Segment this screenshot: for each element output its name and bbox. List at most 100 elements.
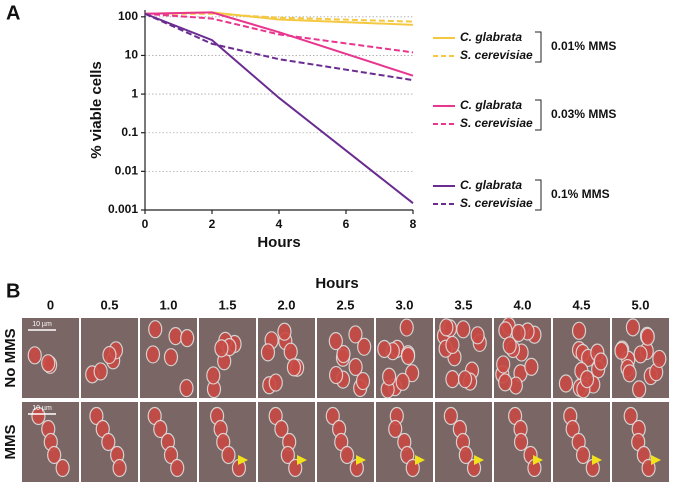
cell bbox=[55, 458, 70, 478]
timepoint-label: 2.0 bbox=[277, 297, 295, 312]
y-tick-label: 10 bbox=[125, 48, 139, 62]
legend-group-label: 0.01% MMS bbox=[551, 39, 616, 53]
panel-label: B bbox=[6, 280, 20, 302]
legend-label: S. cerevisiae bbox=[460, 48, 533, 62]
timepoint-label: 3.5 bbox=[454, 297, 472, 312]
cell bbox=[148, 320, 163, 339]
cell bbox=[502, 336, 517, 355]
row-label: No MMS bbox=[2, 328, 19, 387]
cell bbox=[280, 445, 295, 465]
arrowhead bbox=[238, 455, 248, 465]
timepoint-label: 0 bbox=[47, 297, 54, 312]
cell bbox=[640, 327, 655, 346]
cell bbox=[439, 318, 454, 337]
cell bbox=[348, 325, 363, 344]
panel-label: A bbox=[6, 2, 20, 24]
y-tick-label: 0.001 bbox=[108, 202, 138, 216]
arrowhead bbox=[651, 455, 661, 465]
legend-label: S. cerevisiae bbox=[460, 116, 533, 130]
legend-group-label: 0.1% MMS bbox=[551, 187, 610, 201]
cell bbox=[89, 406, 104, 426]
legend-label: C. glabrata bbox=[460, 178, 522, 192]
row-label: MMS bbox=[2, 425, 19, 460]
cell bbox=[633, 345, 648, 364]
scale-bar-label: 10 µm bbox=[32, 321, 52, 328]
timepoint-label: 5.0 bbox=[631, 297, 649, 312]
cell bbox=[593, 352, 608, 371]
cell bbox=[399, 318, 414, 337]
cell bbox=[112, 458, 127, 478]
cell bbox=[180, 329, 195, 348]
x-tick-label: 2 bbox=[209, 217, 216, 231]
y-tick-label: 0.1 bbox=[121, 125, 138, 139]
scale-bar-label: 10 µm bbox=[32, 405, 52, 412]
cell bbox=[328, 365, 344, 385]
panel-title: Hours bbox=[315, 275, 358, 292]
cell bbox=[623, 406, 638, 426]
x-tick-label: 8 bbox=[410, 217, 417, 231]
arrowhead bbox=[533, 455, 543, 465]
cell bbox=[27, 346, 42, 365]
cell bbox=[498, 321, 513, 340]
cell bbox=[579, 369, 595, 389]
cell bbox=[41, 354, 56, 373]
timepoint-label: 4.0 bbox=[513, 297, 531, 312]
legend-bracket bbox=[535, 31, 542, 63]
cell bbox=[388, 419, 403, 439]
cell bbox=[575, 445, 591, 465]
cell bbox=[179, 378, 194, 398]
cell bbox=[571, 321, 587, 340]
cell bbox=[348, 357, 363, 377]
data-line bbox=[144, 12, 414, 82]
cell bbox=[498, 373, 513, 392]
legend-bracket bbox=[535, 99, 542, 131]
cell bbox=[336, 345, 351, 364]
data-line bbox=[145, 12, 414, 23]
cell bbox=[470, 326, 485, 345]
arrowhead bbox=[592, 455, 602, 465]
x-tick-label: 0 bbox=[142, 217, 149, 231]
cell bbox=[625, 318, 641, 337]
cell bbox=[558, 374, 574, 393]
x-axis-label: Hours bbox=[257, 234, 300, 251]
cell bbox=[163, 445, 179, 465]
cell bbox=[277, 322, 292, 341]
timepoint-label: 1.5 bbox=[218, 297, 236, 312]
cell bbox=[355, 371, 371, 391]
timepoint-label: 4.5 bbox=[572, 297, 590, 312]
cell bbox=[328, 332, 343, 351]
cell bbox=[445, 370, 460, 389]
cell bbox=[400, 346, 416, 366]
cell bbox=[153, 419, 168, 439]
timepoint-label: 1.0 bbox=[159, 297, 177, 312]
timepoint-label: 0.5 bbox=[100, 297, 118, 312]
cell bbox=[395, 372, 410, 391]
cell bbox=[496, 355, 511, 374]
cell bbox=[168, 327, 183, 346]
legend-label: C. glabrata bbox=[460, 98, 522, 112]
cell bbox=[357, 337, 372, 356]
cell bbox=[524, 357, 539, 377]
cell bbox=[456, 320, 471, 339]
arrowhead bbox=[356, 455, 366, 465]
cell bbox=[206, 366, 221, 385]
cell bbox=[145, 345, 161, 364]
cell bbox=[47, 445, 62, 465]
arrowhead bbox=[297, 455, 307, 465]
arrowhead bbox=[415, 455, 425, 465]
cell bbox=[632, 380, 647, 399]
cell bbox=[93, 362, 108, 381]
y-axis-label: % viable cells bbox=[88, 61, 105, 159]
y-tick-label: 0.01 bbox=[115, 164, 139, 178]
cell bbox=[102, 345, 117, 365]
legend-bracket bbox=[535, 179, 542, 211]
x-tick-label: 6 bbox=[343, 217, 350, 231]
cell bbox=[101, 432, 116, 452]
data-line bbox=[144, 11, 414, 77]
cell bbox=[458, 445, 473, 465]
cell bbox=[443, 406, 458, 426]
legend-label: S. cerevisiae bbox=[460, 196, 533, 210]
timepoint-label: 2.5 bbox=[336, 297, 354, 312]
cell bbox=[445, 335, 460, 355]
